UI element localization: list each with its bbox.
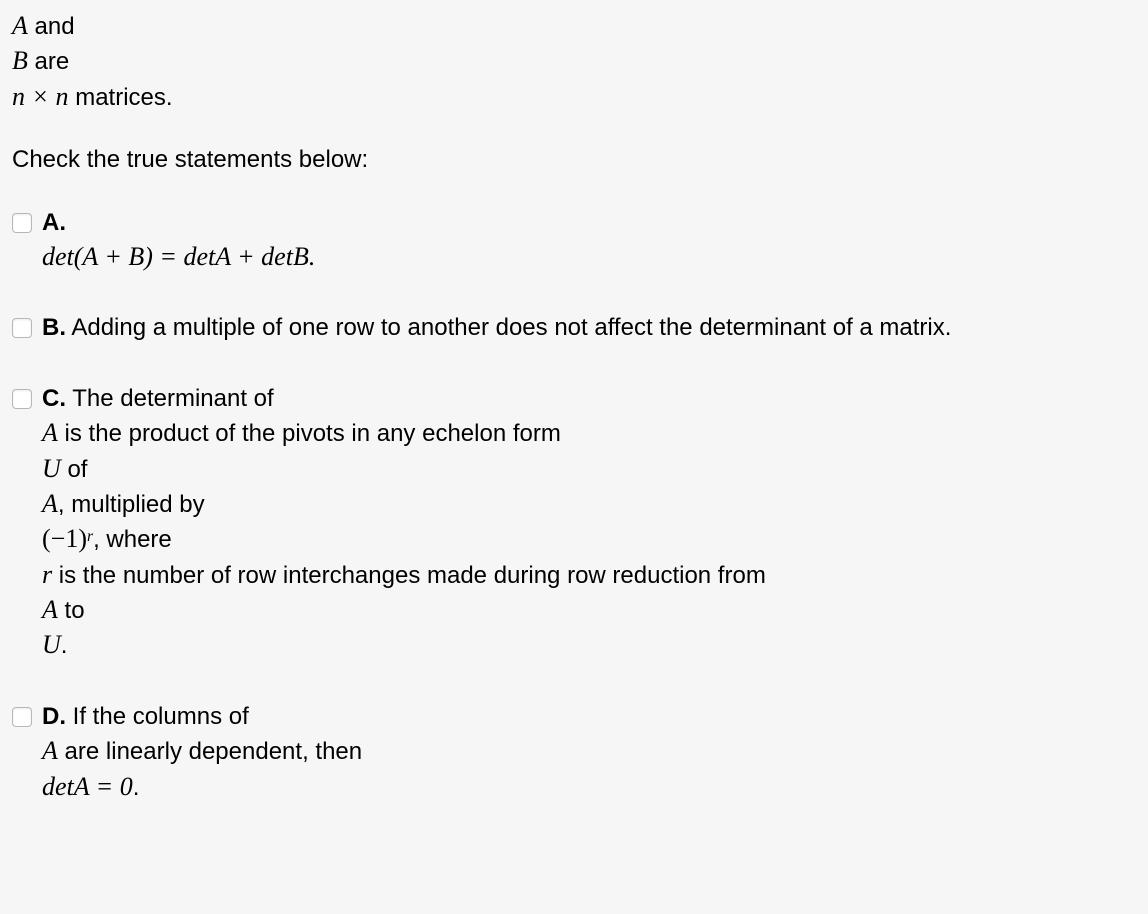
option-c-lead: The determinant of (66, 385, 274, 412)
option-a-label: A. (42, 209, 66, 236)
option-d-body: D. If the columns of A are linearly depe… (42, 701, 1136, 804)
checkbox-a[interactable] (12, 213, 32, 233)
option-c-l3-text: , multiplied by (58, 491, 205, 518)
math-A: A (12, 11, 28, 40)
intro-line-2: B are (12, 43, 1136, 78)
option-c-l6-math: A (42, 595, 58, 624)
option-d-l2-math: detA = 0 (42, 772, 133, 801)
option-c-l5-text: is the number of row interchanges made d… (52, 562, 766, 589)
option-c-l2-text: of (61, 456, 88, 483)
option-c-l4-text: , where (93, 526, 172, 553)
option-d-label: D. (42, 703, 66, 730)
option-a-equation: det(A + B) = detA + detB. (42, 242, 315, 271)
option-b-text: Adding a multiple of one row to another … (66, 314, 951, 341)
math-B: B (12, 46, 28, 75)
option-c-l6-text: to (58, 597, 85, 624)
option-d-lead: If the columns of (66, 703, 249, 730)
option-a-body: A. det(A + B) = detA + detB. (42, 207, 1136, 275)
option-d-l1-text: are linearly dependent, then (58, 738, 362, 765)
intro-text-2: are (28, 48, 69, 75)
intro-text-1: and (28, 13, 75, 40)
option-b-label: B. (42, 314, 66, 341)
checkbox-d[interactable] (12, 707, 32, 727)
option-a: A. det(A + B) = detA + detB. (12, 207, 1136, 275)
intro-line-1: A and (12, 8, 1136, 43)
option-b-body: B. Adding a multiple of one row to anoth… (42, 312, 1136, 344)
option-c-l1-math: A (42, 418, 58, 447)
option-c-label: C. (42, 385, 66, 412)
intro-text-3: matrices. (69, 84, 173, 111)
option-c-l1-text: is the product of the pivots in any eche… (58, 420, 561, 447)
option-b: B. Adding a multiple of one row to anoth… (12, 312, 1136, 344)
math-nxn: n × n (12, 82, 69, 111)
checkbox-b[interactable] (12, 318, 32, 338)
option-c-body: C. The determinant of A is the product o… (42, 383, 1136, 663)
option-d-l2-text: . (133, 774, 140, 801)
option-c-l7-math: U (42, 630, 61, 659)
option-c-l2-math: U (42, 454, 61, 483)
option-d-l1-math: A (42, 736, 58, 765)
question-intro: A and B are n × n matrices. (12, 8, 1136, 114)
question-page: A and B are n × n matrices. Check the tr… (0, 0, 1148, 840)
option-d: D. If the columns of A are linearly depe… (12, 701, 1136, 804)
option-c-l3-math: A (42, 489, 58, 518)
option-c-l4-math-sup: r (87, 528, 93, 545)
option-c: C. The determinant of A is the product o… (12, 383, 1136, 663)
question-prompt: Check the true statements below: (12, 144, 1136, 176)
checkbox-c[interactable] (12, 389, 32, 409)
option-c-l7-text: . (61, 632, 68, 659)
intro-line-3: n × n matrices. (12, 79, 1136, 114)
option-c-l5-math: r (42, 560, 52, 589)
option-c-l4-math-pre: (−1) (42, 524, 87, 553)
